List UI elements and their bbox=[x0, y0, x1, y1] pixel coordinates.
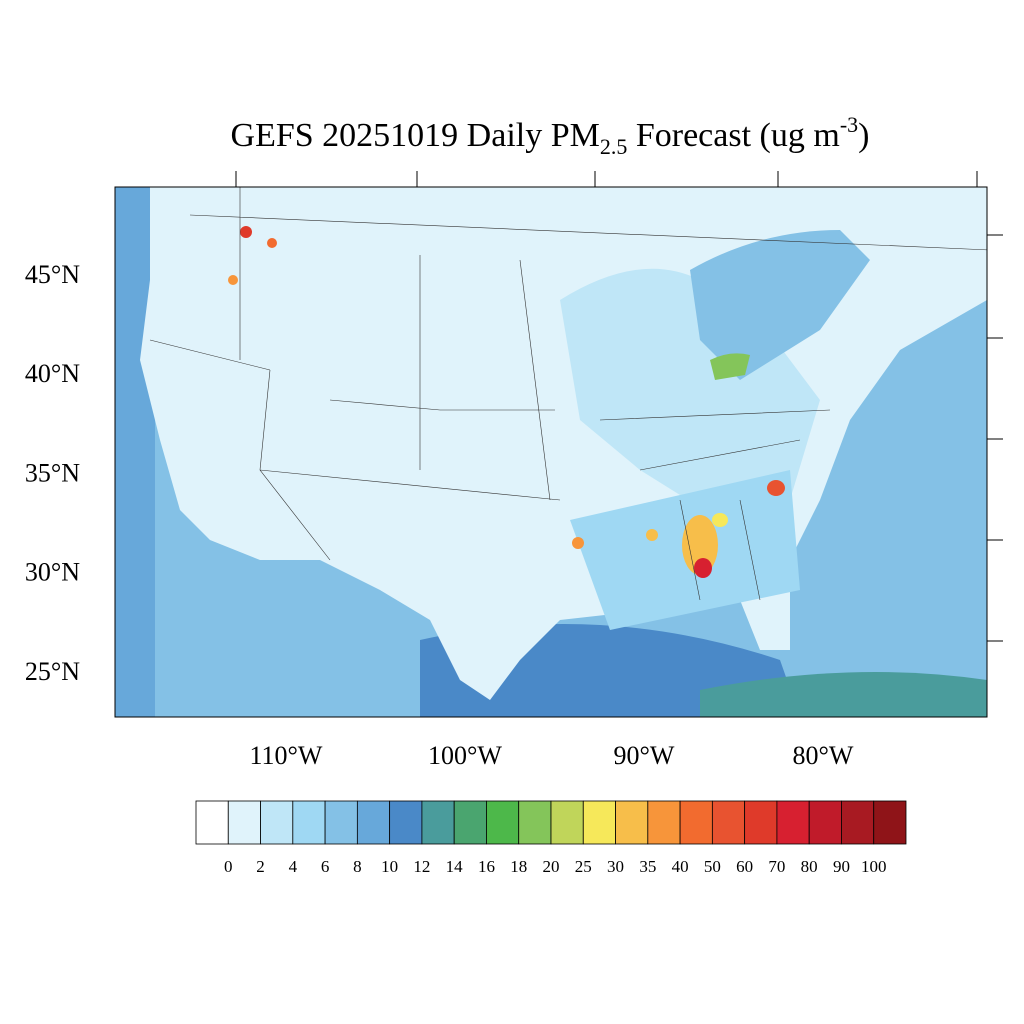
lon-label: 90°W bbox=[614, 741, 675, 770]
plume bbox=[572, 537, 584, 549]
plume bbox=[267, 238, 277, 248]
colorbar-label: 6 bbox=[321, 857, 330, 876]
colorbar-label: 2 bbox=[256, 857, 265, 876]
colorbar-box bbox=[486, 800, 520, 845]
colorbar-label: 50 bbox=[704, 857, 721, 876]
colorbar-label: 80 bbox=[801, 857, 818, 876]
colorbar-box bbox=[195, 800, 229, 845]
colorbar-box bbox=[324, 800, 358, 845]
colorbar-box bbox=[389, 800, 423, 845]
colorbar-label: 20 bbox=[543, 857, 560, 876]
colorbar-box bbox=[550, 800, 584, 845]
colorbar-box bbox=[227, 800, 261, 845]
colorbar-label: 4 bbox=[289, 857, 298, 876]
borders bbox=[149, 187, 987, 601]
colorbar-box bbox=[647, 800, 681, 845]
title-end: ) bbox=[858, 117, 869, 154]
colorbar-label: 10 bbox=[381, 857, 398, 876]
colorbar-box bbox=[808, 800, 842, 845]
lat-label: 35°N bbox=[25, 458, 80, 487]
title-main: GEFS 20251019 Daily PM bbox=[231, 117, 600, 154]
plume bbox=[712, 513, 728, 527]
colorbar: 0 2 4 6 8 10 12 14 16 18 20 25 30 35 40 50 60 70 80 90 100 bbox=[195, 800, 907, 876]
colorbar-label: 0 bbox=[224, 857, 233, 876]
title: GEFS 20251019 Daily PM2.5 Forecast (ug m… bbox=[231, 112, 870, 159]
title-sub: 2.5 bbox=[600, 134, 628, 159]
colorbar-label: 30 bbox=[607, 857, 624, 876]
colorbar-box bbox=[711, 800, 746, 845]
colorbar-box bbox=[744, 800, 778, 845]
colorbar-label: 18 bbox=[510, 857, 527, 876]
colorbar-box bbox=[615, 800, 649, 845]
colorbar-box bbox=[776, 800, 810, 845]
map-area bbox=[114, 171, 1003, 718]
tick-marks bbox=[235, 171, 1003, 642]
plume bbox=[646, 529, 658, 541]
colorbar-box bbox=[873, 800, 907, 845]
lat-label: 40°N bbox=[25, 359, 80, 388]
colorbar-label: 100 bbox=[861, 857, 887, 876]
colorbar-label: 40 bbox=[672, 857, 689, 876]
lat-label: 30°N bbox=[25, 558, 80, 587]
plume bbox=[228, 275, 238, 285]
colorbar-box bbox=[421, 800, 455, 845]
caribbean bbox=[700, 672, 987, 717]
colorbar-box bbox=[582, 800, 616, 845]
plume bbox=[240, 226, 252, 238]
colorbar-box bbox=[453, 800, 487, 845]
plume bbox=[682, 515, 718, 575]
lakes-haze bbox=[690, 230, 870, 380]
colorbar-label: 90 bbox=[833, 857, 850, 876]
colorbar-box bbox=[518, 800, 552, 845]
colorbar-box bbox=[260, 800, 294, 845]
title-rest: Forecast (ug m bbox=[627, 117, 839, 154]
lon-label: 110°W bbox=[250, 741, 323, 770]
pacific-band bbox=[115, 187, 155, 717]
colorbar-label: 12 bbox=[413, 857, 430, 876]
colorbar-label: 14 bbox=[446, 857, 464, 876]
lake-erie-plume bbox=[710, 353, 750, 380]
lon-label: 100°W bbox=[428, 741, 502, 770]
lat-label: 25°N bbox=[25, 657, 80, 686]
colorbar-label: 8 bbox=[353, 857, 362, 876]
lat-label: 45°N bbox=[25, 260, 80, 289]
colorbar-box bbox=[679, 800, 713, 845]
lon-label: 80°W bbox=[793, 741, 854, 770]
colorbar-label: 70 bbox=[768, 857, 785, 876]
title-sup: -3 bbox=[840, 112, 858, 137]
colorbar-box bbox=[292, 800, 326, 845]
map-frame bbox=[114, 186, 988, 718]
colorbar-box bbox=[356, 800, 391, 845]
plume bbox=[767, 480, 785, 496]
colorbar-label: 16 bbox=[478, 857, 495, 876]
colorbar-label: 60 bbox=[736, 857, 753, 876]
colorbar-label: 25 bbox=[575, 857, 592, 876]
colorbar-label: 35 bbox=[639, 857, 656, 876]
colorbar-box bbox=[841, 800, 875, 845]
plume-core bbox=[694, 558, 712, 578]
